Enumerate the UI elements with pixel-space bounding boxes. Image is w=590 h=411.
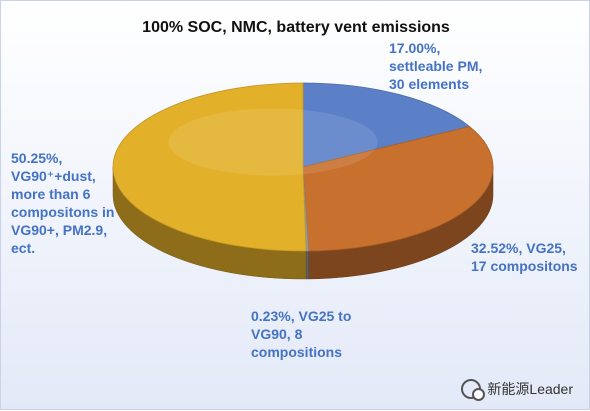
pie-side-2 <box>305 250 309 280</box>
pie-slice-0 <box>302 82 471 168</box>
watermark-text: 新能源Leader <box>487 381 573 397</box>
chart-title: 100% SOC, NMC, battery vent emissions <box>142 19 450 36</box>
slice-label-vg25: 32.52%, VG25, 17 compositons <box>471 240 578 274</box>
wechat-icon <box>461 379 486 401</box>
slice-label-vg25-to-vg90: 0.23%, VG25 to VG90, 8 compositions <box>251 308 352 360</box>
pie-highlight <box>168 108 378 176</box>
watermark: 新能源Leader <box>461 379 573 401</box>
pie-slice-1 <box>302 126 494 252</box>
pie-slice-3 <box>112 82 307 252</box>
slice-label-settleable-pm: 17.00%, settleable PM, 30 elements <box>389 40 483 92</box>
slice-label-vg90-dust: 50.25%, VG90⁺+dust, more than 6 composit… <box>11 150 115 256</box>
